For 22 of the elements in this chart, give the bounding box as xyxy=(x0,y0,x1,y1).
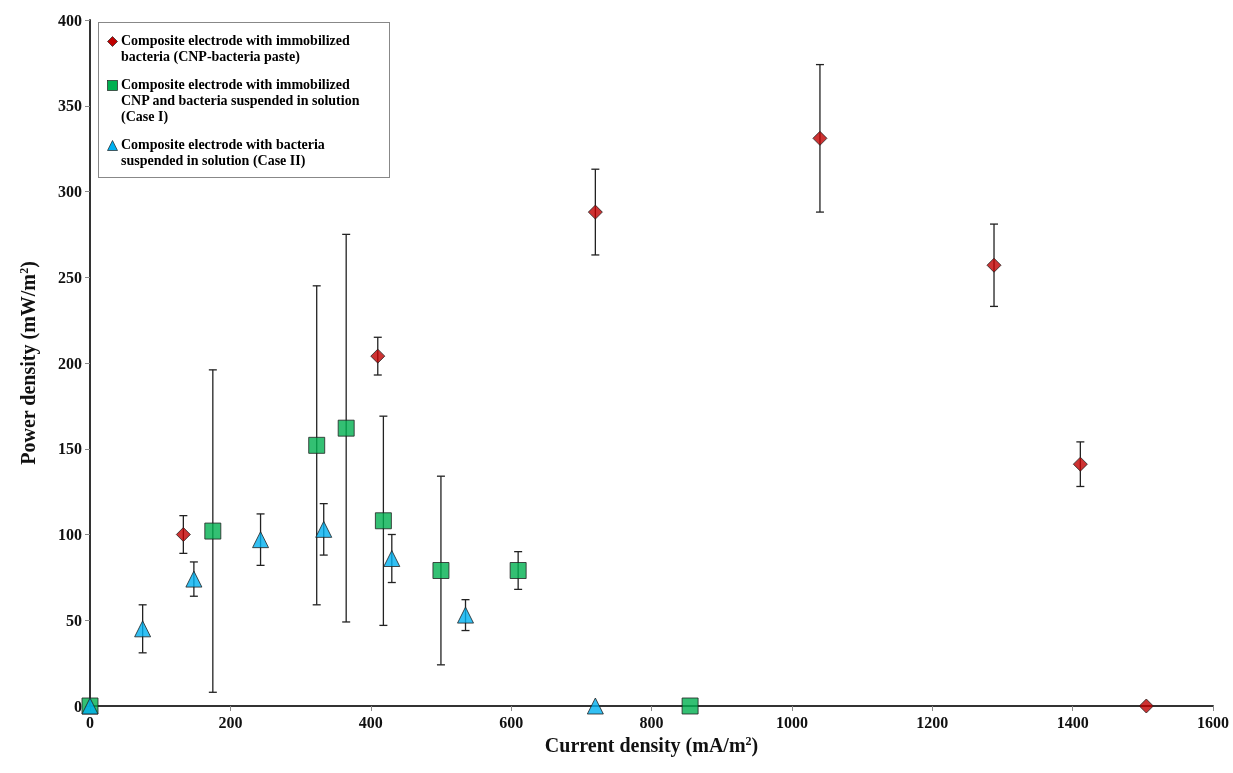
legend-label: Composite electrode with bacteria suspended in solution (Case II) xyxy=(121,137,326,169)
x-tick-label: 0 xyxy=(86,713,94,731)
y-tick-label: 200 xyxy=(58,354,82,372)
y-tick-label: 0 xyxy=(74,697,82,715)
x-tick-label: 400 xyxy=(358,713,383,731)
y-tick-label: 350 xyxy=(58,97,82,115)
y-tick-label: 150 xyxy=(58,440,82,458)
y-tick-label: 100 xyxy=(58,526,82,543)
y-tick-label: 50 xyxy=(66,611,82,629)
x-tick-label: 800 xyxy=(639,713,664,731)
y-tick-label: 400 xyxy=(58,11,82,29)
x-tick-label: 200 xyxy=(218,713,243,731)
x-tick-label: 1600 xyxy=(1197,713,1229,731)
x-tick-label: 1000 xyxy=(775,713,808,731)
y-tick-label: 250 xyxy=(58,268,82,286)
y-axis-title: Power density (mW/m2) xyxy=(17,261,40,465)
x-tick-label: 600 xyxy=(499,713,524,731)
legend-label: Composite electrode with immobilized bacteria (CNP-bacteria paste) xyxy=(121,33,351,65)
legend-label: Composite electrode with immobilized CNP and bacteria suspended in solution (Case I) xyxy=(121,77,361,125)
x-tick-label: 1200 xyxy=(916,713,949,731)
x-tick-label: 1400 xyxy=(1056,713,1089,731)
y-tick-label: 300 xyxy=(58,183,82,200)
